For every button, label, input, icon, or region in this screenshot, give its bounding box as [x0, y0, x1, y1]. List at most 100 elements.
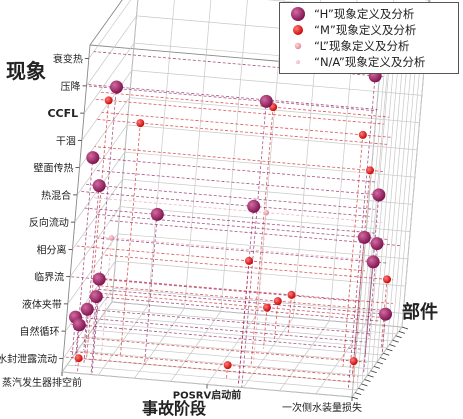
left-grid-line [83, 42, 135, 114]
data-point-h [92, 179, 106, 193]
guide-line [68, 350, 228, 366]
drop-line [83, 309, 88, 351]
guide-line [92, 197, 267, 214]
drop-line [253, 212, 267, 363]
left-grid-line [76, 124, 128, 196]
guide-lines [64, 51, 401, 390]
phenomenon-tick-labels: 水封泄露流动 自然循环 液体夹带 临界流 相分离 反向流动 热混合 壁面传热 干涸 CCFL 压降 衰… [0, 53, 89, 365]
guide-line [227, 364, 359, 377]
guide-line [248, 260, 366, 272]
guide-line [266, 307, 384, 319]
legend: “H”现象定义及分析 “M”现象定义及分析 “L”现象定义及分析 “N/A”现象定义及… [279, 2, 459, 74]
floor-grid-line [86, 336, 378, 363]
guide-line [92, 157, 378, 183]
data-point-h [150, 207, 164, 221]
data-point-m [366, 166, 374, 175]
floor-grid-line [81, 343, 373, 370]
guide-line [78, 357, 355, 383]
floor-grid-line [106, 308, 398, 335]
guide-line [92, 292, 268, 309]
component-tick [355, 392, 362, 395]
stage-tick-label: 蒸汽发生器排空前 [2, 376, 82, 389]
phenomenon-axis-title: 现象 [6, 59, 46, 83]
guide-line [253, 205, 370, 217]
component-tick [376, 361, 384, 365]
data-point-h [357, 230, 371, 244]
component-tick [380, 357, 387, 360]
guide-line [94, 169, 379, 196]
legend-marker [291, 7, 305, 21]
data-point-m [287, 290, 296, 299]
guide-line [266, 212, 383, 224]
data-point-h [86, 151, 100, 165]
phenomenon-tick-label: 水封泄露流动 [0, 352, 57, 365]
component-tick [386, 348, 393, 352]
stage-tick-label: 一次侧水装量损失 [282, 401, 362, 414]
drop-line [287, 294, 292, 336]
guide-line [79, 190, 254, 207]
data-points [69, 69, 392, 370]
guide-line [291, 294, 394, 305]
right-grid-line [361, 55, 391, 384]
component-tick [392, 339, 399, 343]
data-point-l [263, 209, 270, 216]
guide-line [75, 316, 366, 343]
phenomenon-tick-label: 液体夹带 [22, 298, 62, 311]
back-grid-line [113, 288, 404, 314]
phenomenon-tick-label: 相分离 [37, 243, 67, 256]
data-point-m [223, 361, 232, 370]
back-grid-line [184, 0, 212, 309]
component-tick [395, 335, 402, 339]
guide-line [97, 285, 278, 302]
right-grid-line [366, 48, 396, 377]
legend-marker [293, 25, 303, 35]
guide-line [99, 278, 361, 303]
data-point-l [108, 235, 115, 241]
back-grid-line [220, 0, 248, 312]
drop-line [86, 100, 110, 360]
right-grid-line [376, 34, 406, 363]
guide-line [102, 254, 388, 280]
legend-marker [294, 42, 302, 50]
data-point-m [74, 354, 83, 363]
guide-line [101, 111, 363, 136]
guide-line [111, 237, 373, 261]
drop-line [250, 107, 274, 367]
guide-line [157, 213, 375, 234]
guide-line [266, 100, 377, 112]
component-tick [389, 344, 396, 347]
left-grid-line [69, 206, 121, 277]
left-grid-line [86, 15, 137, 87]
guide-line [376, 243, 401, 247]
phenomenon-tick-label: 自然循环 [20, 325, 60, 338]
component-ticks [351, 326, 409, 400]
component-tick [361, 383, 368, 387]
guide-line [94, 146, 371, 171]
right-grid-line [356, 62, 386, 391]
data-point-m [349, 357, 358, 366]
back-grid-line [122, 179, 413, 205]
data-point-h [372, 188, 386, 202]
guide-line [74, 245, 250, 262]
drop-line [352, 170, 371, 375]
data-point-m [273, 297, 282, 306]
guide-line [140, 122, 387, 145]
right-grid-line [386, 20, 416, 349]
data-point-m [263, 303, 271, 312]
floor-grid-line [76, 350, 368, 377]
guide-line [116, 86, 378, 110]
data-point-h [366, 255, 380, 269]
left-grid-line [88, 0, 132, 59]
stage-tick-label: POSRV启动前 [173, 389, 241, 402]
guide-line [95, 288, 386, 315]
component-tick [364, 379, 371, 382]
drop-line [120, 123, 141, 355]
guide-line [96, 118, 141, 124]
drop-line [342, 134, 364, 367]
data-point-m [358, 130, 367, 139]
right-grid-line [371, 41, 401, 370]
drop-line [380, 279, 388, 348]
right-grid-line [381, 27, 411, 356]
